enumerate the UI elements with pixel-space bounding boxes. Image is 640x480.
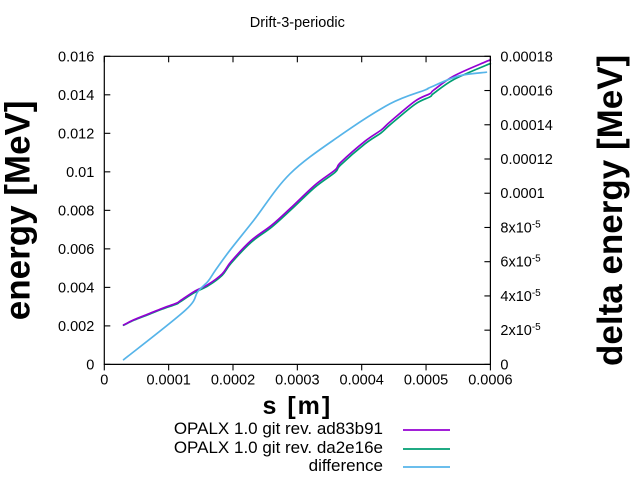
svg-text:0.002: 0.002	[58, 319, 94, 335]
svg-text:8x10-5: 8x10-5	[500, 219, 541, 236]
svg-text:0.004: 0.004	[58, 280, 94, 296]
svg-text:0.014: 0.014	[58, 88, 94, 104]
svg-text:0.008: 0.008	[58, 203, 94, 219]
svg-text:0: 0	[500, 357, 508, 373]
svg-text:Drift-3-periodic: Drift-3-periodic	[250, 15, 345, 31]
svg-text:energy [MeV]: energy [MeV]	[0, 100, 38, 320]
svg-text:2x10-5: 2x10-5	[500, 322, 541, 339]
svg-text:difference: difference	[309, 456, 383, 475]
svg-text:0.006: 0.006	[58, 242, 94, 258]
svg-text:0.0006: 0.0006	[468, 372, 512, 388]
svg-text:OPALX 1.0 git rev. ad83b91: OPALX 1.0 git rev. ad83b91	[174, 419, 383, 438]
svg-text:0: 0	[100, 372, 108, 388]
svg-text:0.00012: 0.00012	[500, 152, 552, 168]
svg-text:0.0001: 0.0001	[500, 186, 544, 202]
svg-text:0.0005: 0.0005	[404, 372, 448, 388]
svg-text:0.012: 0.012	[58, 126, 94, 142]
svg-text:OPALX 1.0 git rev. da2e16e: OPALX 1.0 git rev. da2e16e	[174, 438, 383, 457]
svg-text:0.0002: 0.0002	[211, 372, 255, 388]
svg-text:0.0004: 0.0004	[340, 372, 384, 388]
svg-text:delta energy [MeV]: delta energy [MeV]	[591, 55, 630, 366]
svg-text:0.00018: 0.00018	[500, 49, 552, 65]
svg-text:0.0003: 0.0003	[275, 372, 319, 388]
svg-text:0.00014: 0.00014	[500, 118, 552, 134]
svg-text:0.0001: 0.0001	[146, 372, 190, 388]
svg-text:6x10-5: 6x10-5	[500, 254, 541, 271]
svg-text:4x10-5: 4x10-5	[500, 288, 541, 305]
svg-text:s [m]: s [m]	[262, 392, 332, 420]
svg-text:0.01: 0.01	[66, 165, 94, 181]
svg-text:0: 0	[86, 357, 94, 373]
svg-text:0.00016: 0.00016	[500, 84, 552, 100]
svg-text:0.016: 0.016	[58, 49, 94, 65]
